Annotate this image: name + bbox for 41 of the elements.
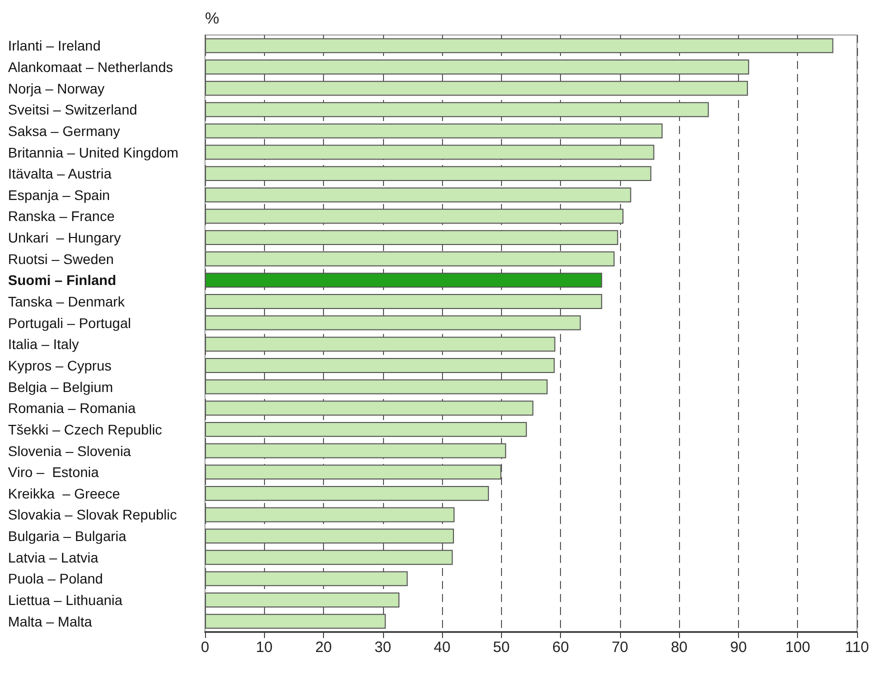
y-tick-label: Alankomaat – Netherlands bbox=[8, 58, 173, 75]
x-axis-title: % bbox=[205, 10, 220, 28]
x-tick-label: 40 bbox=[434, 639, 450, 656]
y-tick-label: Bulgaria – Bulgaria bbox=[8, 528, 127, 544]
x-tick-label: 50 bbox=[493, 639, 510, 656]
x-tick-label: 70 bbox=[612, 639, 628, 656]
y-tick-label: Ranska – France bbox=[8, 208, 115, 224]
x-tick-label: 60 bbox=[552, 639, 569, 656]
x-tick-label: 20 bbox=[315, 639, 332, 656]
y-tick-label: Unkari – Hungary bbox=[8, 230, 121, 246]
y-tick-label: Norja – Norway bbox=[8, 80, 104, 96]
y-tick-label: Slovenia – Slovenia bbox=[8, 442, 132, 459]
y-tick-label: Suomi – Finland bbox=[8, 272, 116, 288]
y-tick-label: Kreikka – Greece bbox=[8, 485, 120, 502]
y-tick-label: Viro – Estonia bbox=[8, 464, 100, 480]
y-tick-label: Itävalta – Austria bbox=[8, 166, 112, 182]
y-tick-label: Puola – Poland bbox=[8, 570, 103, 587]
y-tick-label: Italia – Italy bbox=[8, 336, 79, 352]
y-tick-label: Ruotsi – Sweden bbox=[8, 250, 114, 267]
y-tick-label: Britannia – United Kingdom bbox=[8, 144, 178, 160]
x-tick-label: 80 bbox=[670, 639, 688, 656]
y-tick-label: Portugali – Portugal bbox=[8, 314, 131, 331]
x-tick-label: 90 bbox=[730, 639, 747, 656]
y-tick-label: Sveitsi – Switzerland bbox=[8, 102, 138, 118]
x-tick-label: 30 bbox=[374, 639, 392, 656]
y-tick-label: Kypros – Cyprus bbox=[8, 357, 112, 374]
y-tick-label: Malta – Malta bbox=[8, 613, 92, 630]
y-tick-label: Tšekki – Czech Republic bbox=[8, 421, 162, 438]
y-tick-label: Irlanti – Ireland bbox=[8, 38, 101, 54]
y-tick-label: Espanja – Spain bbox=[8, 186, 110, 203]
y-tick-label: Belgia – Belgium bbox=[8, 378, 114, 395]
y-tick-label: Liettua – Lithuania bbox=[8, 592, 123, 608]
y-tick-label: Tanska – Denmark bbox=[8, 294, 126, 310]
x-tick-label: 0 bbox=[200, 639, 210, 656]
y-tick-label: Romania – Romania bbox=[8, 400, 136, 416]
y-tick-label: Saksa – Germany bbox=[8, 122, 120, 139]
y-tick-label: Slovakia – Slovak Republic bbox=[8, 506, 177, 523]
x-tick-label: 10 bbox=[256, 639, 273, 656]
x-tick-label: 110 bbox=[845, 639, 869, 656]
x-tick-label: 100 bbox=[785, 639, 810, 656]
y-tick-label: Latvia – Latvia bbox=[8, 549, 98, 566]
